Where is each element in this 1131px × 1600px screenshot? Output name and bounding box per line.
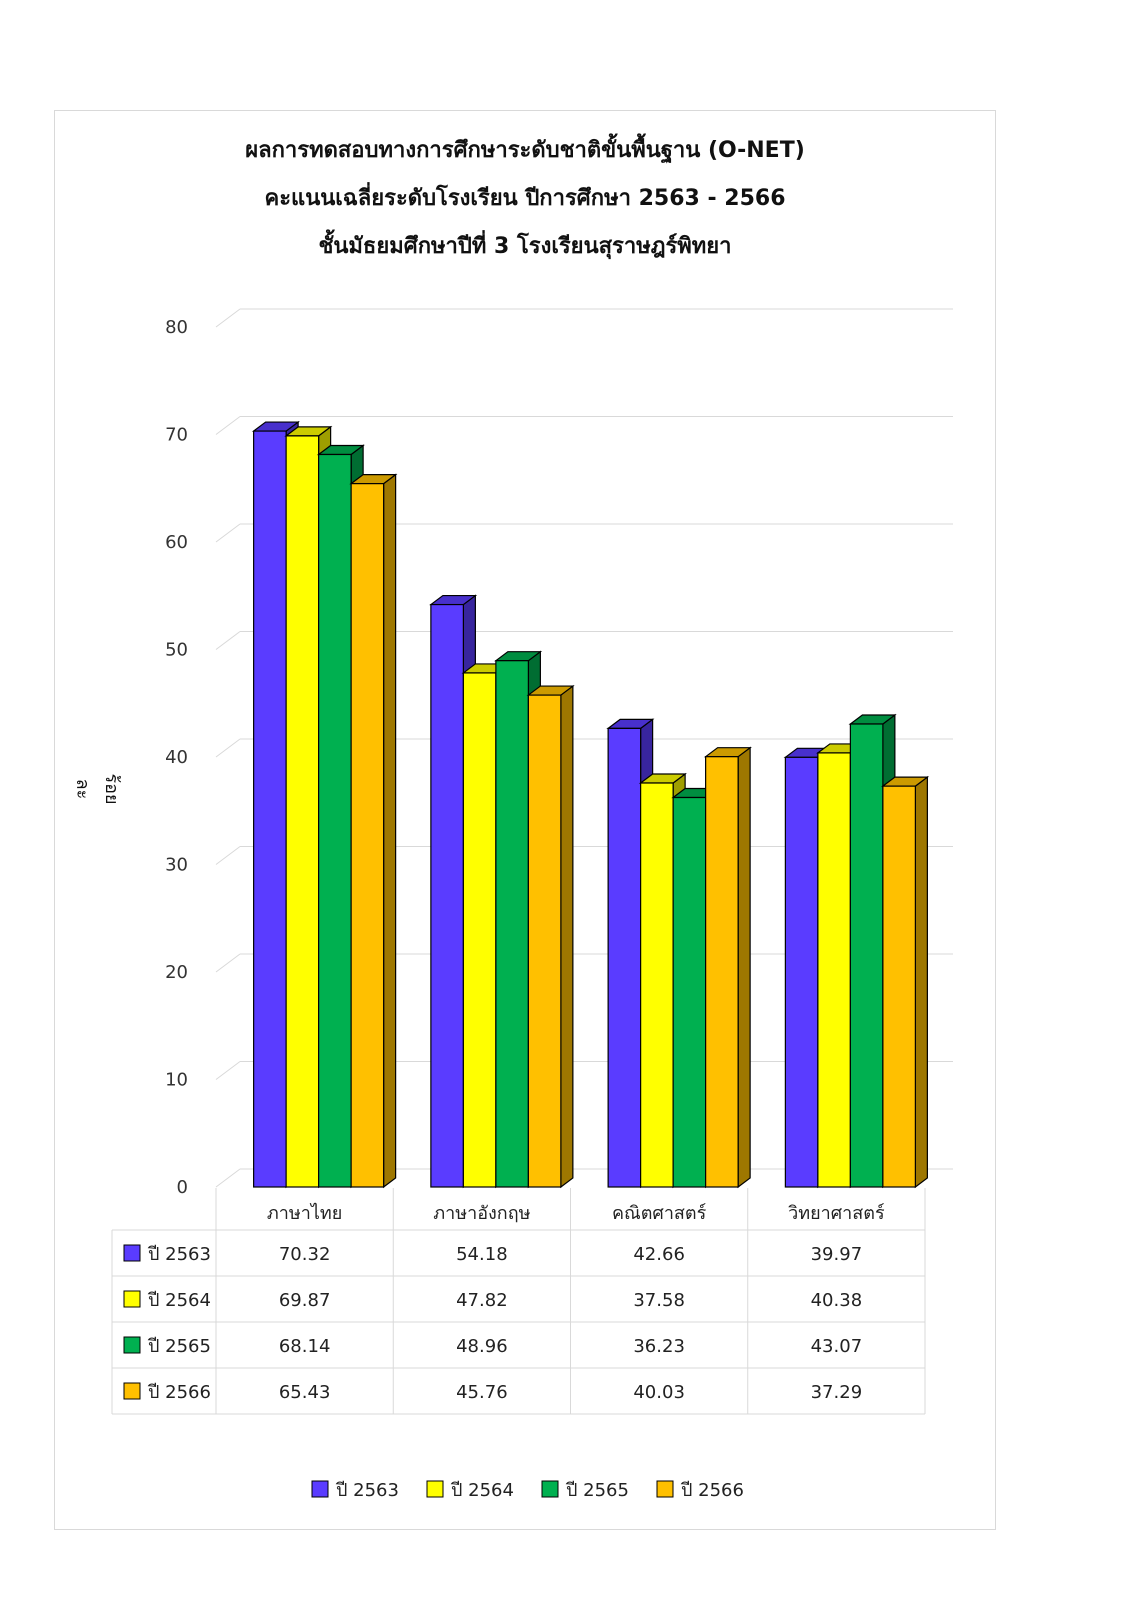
gridline-diagonal [215,846,241,865]
table-series-label: ปี 2565 [148,1336,211,1357]
bar [703,746,752,1189]
legend-label: ปี 2566 [681,1480,744,1501]
table-cell: 40.03 [633,1382,685,1403]
y-tick-label: 60 [165,532,188,553]
bar [349,473,398,1189]
chart-title-line-2: คะแนนเฉลี่ยระดับโรงเรียน ปีการศึกษา 2563… [264,186,786,211]
table-cell: 37.58 [633,1290,685,1311]
bar-front [527,694,562,1188]
bar-front [817,752,851,1188]
legend-label: ปี 2565 [566,1480,629,1501]
table-cell: 42.66 [633,1244,685,1265]
bar-front [672,796,707,1188]
bar-front [253,430,287,1188]
gridline-diagonal [215,1168,241,1188]
table-series-label: ปี 2563 [148,1244,211,1265]
bar-side [560,684,574,1189]
bar-front [430,603,464,1188]
bar-front [784,756,819,1188]
bar-front [285,435,320,1188]
y-tick-label: 80 [165,317,188,338]
table-legend-key [123,1244,141,1262]
table-cell: 45.76 [456,1382,508,1403]
table-cell: 69.87 [279,1290,331,1311]
bar-front [640,782,674,1188]
y-tick-label: 20 [165,962,188,983]
table-cell: 40.38 [811,1290,863,1311]
table-cell: 48.96 [456,1336,508,1357]
table-cell: 37.29 [811,1382,863,1403]
gridline-diagonal [215,523,241,543]
bar-front [882,785,916,1188]
legend-label: ปี 2564 [451,1480,514,1501]
table-cell: 36.23 [633,1336,685,1357]
legend-swatch [656,1480,674,1498]
bar-front [607,727,642,1188]
x-category-label: วิทยาศาสตร์ [788,1203,885,1224]
legend-label: ปี 2563 [336,1480,399,1501]
legend-swatch [311,1480,329,1498]
legend-swatch [426,1480,444,1498]
table-legend-key [123,1336,141,1354]
bar-front [705,756,739,1188]
chart-title-line-3: ชั้นมัธยมศึกษาปีที่ 3 โรงเรียนสุราษฎร์พิ… [318,234,732,259]
y-tick-label: 10 [165,1070,188,1091]
bar-front [849,723,884,1188]
y-tick-label: 0 [177,1177,188,1198]
y-tick-label: 40 [165,747,188,768]
gridline-diagonal [215,953,241,973]
gridline-diagonal [215,1061,241,1080]
bar-side [383,473,397,1189]
table-legend-key [123,1382,141,1400]
table-cell: 47.82 [456,1290,508,1311]
table-cell: 39.97 [811,1244,863,1265]
y-tick-label: 50 [165,640,188,661]
x-category-label: คณิตศาสตร์ [612,1203,707,1224]
y-tick-label: 70 [165,425,188,446]
bar-front [495,660,529,1188]
table-series-label: ปี 2566 [148,1382,211,1403]
table-cell: 43.07 [811,1336,863,1357]
table-legend-key [123,1290,141,1308]
y-tick-label: 30 [165,855,188,876]
bar-front [350,483,385,1188]
chart-title-line-1: ผลการทดสอบทางการศึกษาระดับชาติขั้นพื้นฐา… [245,138,805,163]
bar-side [737,746,751,1189]
gridline-diagonal [215,308,241,328]
bar-side [914,775,928,1189]
gridline-diagonal [215,631,241,650]
gridline-diagonal [215,738,241,758]
legend-swatch [541,1480,559,1498]
bar-front [318,453,352,1188]
table-cell: 65.43 [279,1382,331,1403]
table-series-label: ปี 2564 [148,1290,211,1311]
x-category-label: ภาษาไทย [267,1202,342,1224]
bar-front [462,672,497,1188]
x-category-label: ภาษาอังกฤษ [433,1203,530,1224]
gridline-diagonal [215,416,241,435]
table-cell: 54.18 [456,1244,508,1265]
bar [881,775,930,1189]
bar [526,684,575,1189]
table-cell: 68.14 [279,1336,331,1357]
table-cell: 70.32 [279,1244,331,1265]
